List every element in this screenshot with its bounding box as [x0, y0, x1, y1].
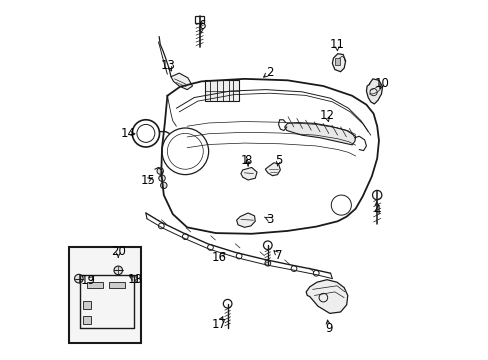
Polygon shape — [332, 54, 345, 72]
Text: 17: 17 — [211, 318, 226, 331]
Text: 4: 4 — [373, 204, 380, 217]
Circle shape — [263, 241, 271, 249]
Text: 13: 13 — [161, 59, 176, 72]
Bar — [69, 247, 141, 343]
Text: 16: 16 — [211, 251, 226, 264]
Text: 9: 9 — [325, 322, 332, 335]
Circle shape — [372, 190, 381, 200]
Circle shape — [160, 182, 167, 189]
Text: 7: 7 — [274, 249, 282, 262]
Bar — [204, 80, 239, 101]
Circle shape — [223, 300, 231, 308]
Text: 12: 12 — [319, 109, 334, 122]
Text: 6: 6 — [197, 19, 205, 32]
Circle shape — [182, 234, 188, 239]
Polygon shape — [236, 213, 255, 227]
Polygon shape — [265, 163, 280, 176]
Text: 1: 1 — [240, 154, 248, 167]
Bar — [195, 16, 203, 23]
Text: 20: 20 — [111, 245, 125, 258]
Text: 5: 5 — [274, 154, 282, 167]
Circle shape — [74, 274, 83, 283]
Text: 15: 15 — [140, 174, 155, 186]
Text: 19: 19 — [81, 274, 96, 287]
Circle shape — [236, 253, 242, 259]
Polygon shape — [305, 280, 347, 314]
Text: 18: 18 — [127, 273, 142, 286]
Text: 14: 14 — [120, 127, 135, 140]
Text: 3: 3 — [265, 213, 273, 226]
Bar — [83, 316, 91, 324]
Text: 8: 8 — [244, 154, 251, 167]
Circle shape — [158, 223, 164, 229]
Polygon shape — [171, 73, 192, 90]
Bar — [109, 282, 125, 288]
Text: 10: 10 — [374, 77, 389, 90]
Circle shape — [264, 260, 270, 266]
Bar — [86, 282, 102, 288]
Circle shape — [313, 270, 319, 276]
Bar — [334, 58, 340, 65]
Polygon shape — [241, 167, 257, 180]
Circle shape — [114, 266, 122, 275]
Text: 11: 11 — [329, 38, 344, 51]
Text: 2: 2 — [265, 66, 273, 79]
Polygon shape — [366, 79, 382, 104]
Bar — [83, 301, 91, 309]
Circle shape — [157, 168, 163, 174]
Circle shape — [290, 266, 296, 271]
Circle shape — [159, 175, 165, 181]
Circle shape — [207, 244, 213, 250]
Polygon shape — [284, 123, 355, 145]
